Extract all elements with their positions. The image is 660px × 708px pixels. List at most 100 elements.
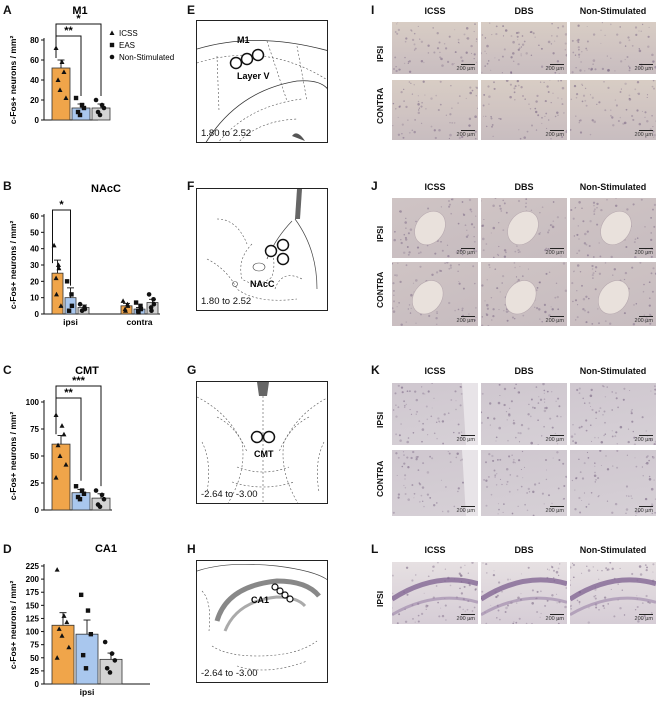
data-point xyxy=(56,626,62,631)
data-point xyxy=(101,496,107,502)
y-axis-label: c-Fos+ neurons / mm² xyxy=(8,412,18,501)
micrograph-texture xyxy=(481,383,562,445)
micrograph-texture xyxy=(482,80,567,140)
data-point xyxy=(138,306,144,312)
y-tick-label: 10 xyxy=(30,294,39,303)
y-tick-label: 40 xyxy=(30,245,39,254)
y-tick-label: 100 xyxy=(26,628,40,637)
bar-eas xyxy=(75,633,99,685)
micrograph-image: 200 µm xyxy=(481,562,567,624)
micrograph-image: 200 µm xyxy=(392,198,478,258)
data-point xyxy=(63,462,69,467)
y-axis-label: c-Fos+ neurons / mm² xyxy=(8,221,18,310)
significance-label: ** xyxy=(64,387,73,399)
row-label-contra: CONTRA xyxy=(375,271,385,308)
micrograph-image: 200 µm xyxy=(481,262,567,326)
chart-nacc: NAcC c-Fos+ neurons / mm² 0 10 20 30 40 50 60 ips… xyxy=(8,183,160,327)
x-tick-label: ipsi xyxy=(80,687,95,697)
data-point xyxy=(77,112,83,118)
legend-marker xyxy=(109,54,115,60)
atlas-panel-h: CA1 -2.64 to -3.00 xyxy=(196,560,328,683)
panel-label-l: L xyxy=(371,542,379,556)
significance-bracket xyxy=(55,23,102,96)
chart-title: CA1 xyxy=(95,543,117,555)
data-point xyxy=(101,105,107,111)
legend-marker xyxy=(109,42,115,48)
y-tick-label: 50 xyxy=(30,452,39,461)
scale-bar: 200 µm xyxy=(545,318,564,324)
data-point xyxy=(80,652,86,658)
data-point xyxy=(146,292,152,297)
panel-label-g: G xyxy=(187,363,197,377)
scale-bar: 200 µm xyxy=(634,132,653,138)
legend-label: EAS xyxy=(119,41,135,50)
column-header-icss: ICSS xyxy=(424,366,446,376)
row-label-contra: CONTRA xyxy=(375,87,385,124)
micrograph-texture xyxy=(392,80,478,140)
scale-bar: 200 µm xyxy=(545,508,564,514)
data-point xyxy=(85,608,91,613)
scale-bar: 200 µm xyxy=(456,318,475,324)
atlas-panel-f: NAcC 1.80 to 2.52 xyxy=(196,188,328,311)
atlas-coordinate-h: -2.64 to -3.00 xyxy=(201,668,258,679)
y-tick-label: 30 xyxy=(30,261,39,270)
data-point xyxy=(54,567,60,572)
micrograph-texture xyxy=(392,22,478,73)
scale-bar: 200 µm xyxy=(634,508,653,514)
atlas-label-m1: M1 xyxy=(237,35,250,45)
y-tick-label: 0 xyxy=(35,310,40,319)
micrograph-image: 200 µm xyxy=(481,22,567,74)
data-point xyxy=(88,631,94,637)
column-header-icss: ICSS xyxy=(424,6,446,16)
data-point xyxy=(69,303,75,309)
data-point xyxy=(61,613,67,618)
micrograph-texture xyxy=(570,198,656,258)
scale-bar: 200 µm xyxy=(456,66,475,72)
micrograph-image: 200 µm xyxy=(570,262,656,326)
data-point xyxy=(81,105,87,111)
data-point xyxy=(73,484,79,489)
data-point xyxy=(151,297,156,302)
micrograph-image: 200 µm xyxy=(570,562,656,624)
y-tick-label: 0 xyxy=(35,116,40,125)
bar-icss xyxy=(51,443,71,511)
y-tick-label: 150 xyxy=(26,601,40,610)
micrograph-image: 200 µm xyxy=(392,22,478,74)
data-point xyxy=(75,109,81,115)
panel-label-d: D xyxy=(3,542,12,556)
y-tick-label: 225 xyxy=(26,562,40,571)
data-point xyxy=(79,102,85,108)
y-tick-label: 60 xyxy=(30,56,39,65)
data-point xyxy=(77,497,83,502)
scale-bar: 200 µm xyxy=(545,132,564,138)
atlas-coordinate-f: 1.80 to 2.52 xyxy=(201,296,252,307)
y-axis-label: c-Fos+ neurons / mm² xyxy=(8,581,18,670)
data-point xyxy=(59,633,65,638)
micrograph-texture xyxy=(393,198,478,258)
data-point xyxy=(151,301,157,307)
column-header-icss: ICSS xyxy=(424,182,446,192)
panel-label-c: C xyxy=(3,363,12,377)
data-point xyxy=(64,279,70,284)
micrograph-image: 200 µm xyxy=(481,450,567,516)
column-header-non-stimulated: Non-Stimulated xyxy=(579,182,647,192)
scale-bar: 200 µm xyxy=(456,132,475,138)
data-point xyxy=(79,308,85,314)
data-point xyxy=(56,265,62,271)
bar-icss xyxy=(51,67,71,121)
data-point xyxy=(81,491,87,496)
scale-bar: 200 µm xyxy=(634,250,653,256)
scale-bar: 200 µm xyxy=(634,616,653,622)
atlas-panel-g: CMT -2.64 to -3.00 xyxy=(196,381,328,504)
data-point xyxy=(59,59,65,64)
panel-label-j: J xyxy=(371,179,378,193)
panel-label-i: I xyxy=(371,3,375,17)
y-tick-label: 0 xyxy=(35,680,40,689)
scale-bar: 200 µm xyxy=(634,318,653,324)
legend-marker xyxy=(109,30,115,35)
y-tick-label: 175 xyxy=(26,588,40,597)
data-point xyxy=(55,442,61,448)
data-point xyxy=(54,291,59,297)
legend-label: ICSS xyxy=(119,29,138,38)
chart-ca1: CA1 c-Fos+ neurons / mm² 0 25 50 75 100 125 150 1… xyxy=(8,543,150,697)
